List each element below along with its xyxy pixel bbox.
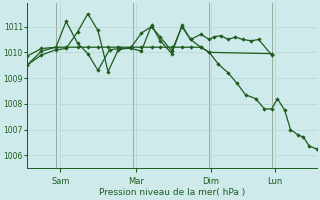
X-axis label: Pression niveau de la mer( hPa ): Pression niveau de la mer( hPa ) bbox=[99, 188, 245, 197]
